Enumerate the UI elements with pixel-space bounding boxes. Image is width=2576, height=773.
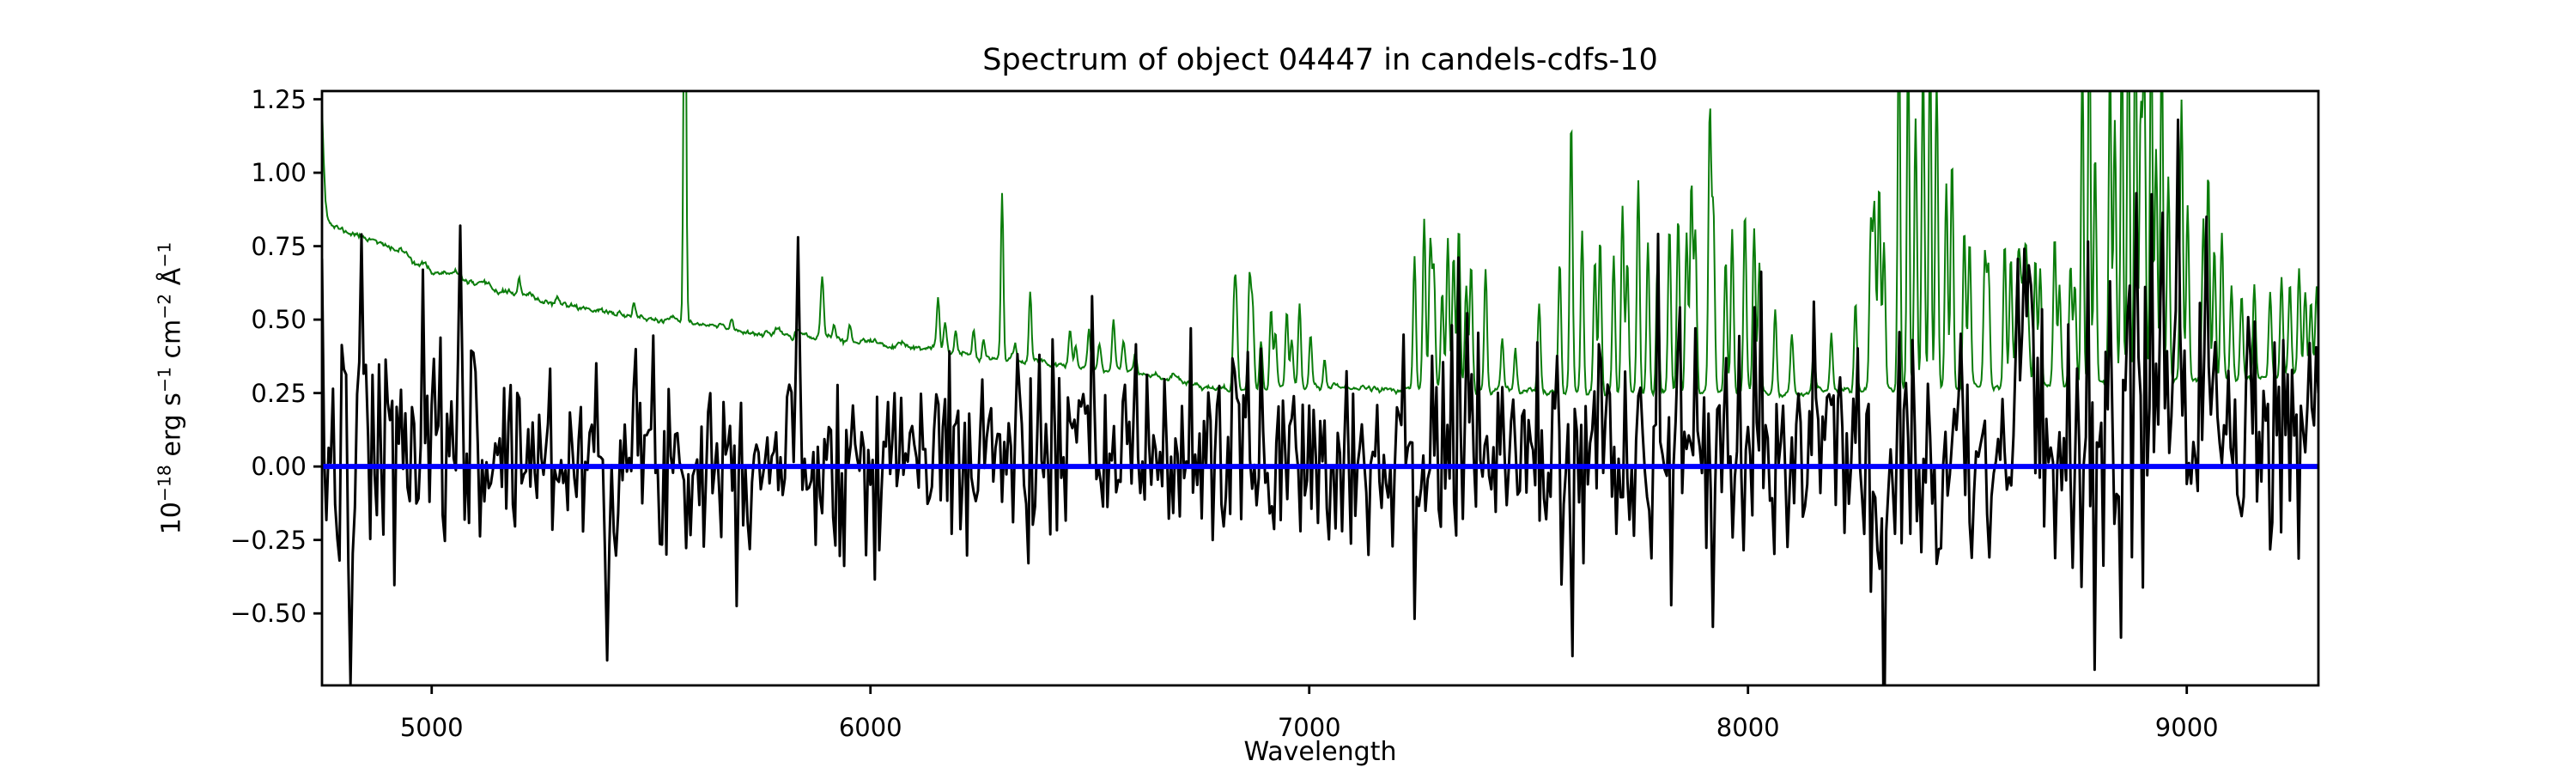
chart-title: Spectrum of object 04447 in candels-cdfs… <box>982 43 1658 77</box>
x-tick-label: 6000 <box>838 713 902 742</box>
y-tick-label: −0.50 <box>230 599 307 629</box>
x-tick-label: 8000 <box>1716 713 1780 742</box>
x-axis-label: Wavelength <box>1243 737 1397 767</box>
y-tick-label: 0.50 <box>251 305 307 335</box>
y-axis-label: 10−18 erg s−1 cm−2 Å−1 <box>154 241 187 535</box>
x-tick-label: 5000 <box>399 713 464 742</box>
x-tick-label: 9000 <box>2154 713 2219 742</box>
y-tick-label: 0.00 <box>251 452 307 482</box>
y-tick-label: 1.00 <box>251 158 307 188</box>
x-tick-label: 7000 <box>1277 713 1341 742</box>
y-tick-label: 1.25 <box>251 84 307 114</box>
y-tick-label: 0.75 <box>251 231 307 261</box>
y-tick-label: −0.25 <box>230 525 307 555</box>
y-tick-label: 0.25 <box>251 378 307 408</box>
